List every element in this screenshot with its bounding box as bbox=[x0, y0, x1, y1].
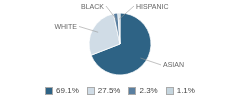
html-text:27.5%: 27.5% bbox=[97, 86, 121, 95]
html-text:2.3%: 2.3% bbox=[139, 86, 158, 95]
svg-text:ASIAN: ASIAN bbox=[163, 61, 184, 68]
svg-text:HISPANIC: HISPANIC bbox=[136, 3, 169, 10]
html-text:1.1%: 1.1% bbox=[176, 86, 195, 95]
svg-text:WHITE: WHITE bbox=[54, 23, 77, 30]
html-text:69.1%: 69.1% bbox=[56, 86, 79, 95]
svg-text:BLACK: BLACK bbox=[81, 3, 104, 10]
